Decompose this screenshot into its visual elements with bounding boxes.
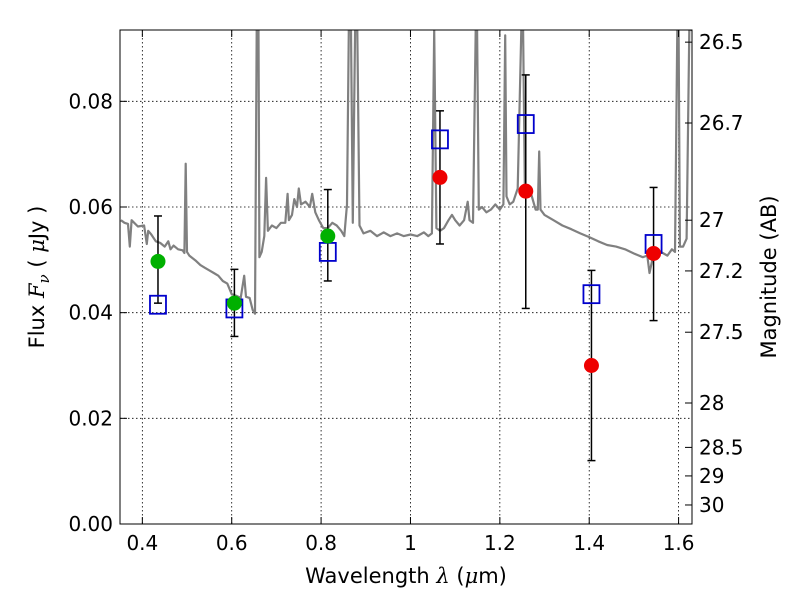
y-tick-label: 0.02 xyxy=(68,406,113,430)
y-tick-label: 0.08 xyxy=(68,89,113,113)
red-data-point xyxy=(646,245,662,261)
green-data-point xyxy=(150,253,166,269)
mag-tick-label: 26.7 xyxy=(699,111,744,135)
mag-tick-label: 26.5 xyxy=(699,30,744,54)
sed-curve-layer xyxy=(120,30,692,315)
mag-tick-label: 30 xyxy=(699,493,724,517)
model-square-marker xyxy=(431,129,449,150)
x-axis-label-symbol: λ xyxy=(435,564,449,588)
y-axis-label-symbol: F xyxy=(25,282,49,299)
x-axis-label-prefix: Wavelength xyxy=(305,564,436,588)
y-tick-label: 0.00 xyxy=(68,512,113,536)
axis-ticks: 0.4 0.6 0.8 1 1.2 1.4 1.6 0.00 0.02 0.04 0.06 0.08 2… xyxy=(68,30,744,555)
green-data-point xyxy=(226,295,242,311)
plot-frame xyxy=(119,29,693,525)
mag-tick-label: 28 xyxy=(699,391,724,415)
x-axis-label: Wavelength λ (μm) xyxy=(305,564,507,588)
y-axis-label-unit-mu: μ xyxy=(25,239,49,253)
x-axis-label-unit-open: ( xyxy=(450,564,465,588)
markers-layer xyxy=(149,114,663,373)
model-square-marker xyxy=(516,114,535,134)
x-tick-label: 0.4 xyxy=(126,531,158,555)
mag-tick-label: 28.5 xyxy=(699,435,744,459)
red-data-point xyxy=(583,357,599,373)
sed-model-curve xyxy=(120,30,692,315)
x-tick-label: 1 xyxy=(404,531,417,555)
x-axis-label-unit-mu: μ xyxy=(465,564,479,588)
mag-tick-label: 27.2 xyxy=(699,259,744,283)
y-axis-label-unit-close: Jy ) xyxy=(25,206,49,242)
mag-tick-label: 29 xyxy=(699,464,724,488)
y-axis-label-prefix: Flux xyxy=(25,298,49,348)
x-tick-label: 0.6 xyxy=(216,531,248,555)
y2-axis-label: Magnitude (AB) xyxy=(757,195,781,358)
x-tick-label: 1.4 xyxy=(573,531,605,555)
x-tick-label: 1.6 xyxy=(663,531,695,555)
y-axis-label-unit-open: ( xyxy=(25,253,49,275)
green-data-point xyxy=(320,228,336,244)
model-square-marker xyxy=(582,284,601,305)
mag-tick-label: 27 xyxy=(699,208,724,232)
red-data-point xyxy=(432,169,448,185)
y-tick-label: 0.06 xyxy=(68,195,113,219)
model-square-marker xyxy=(149,294,167,315)
y-tick-label: 0.04 xyxy=(68,301,113,325)
x-axis-label-unit-close: m) xyxy=(478,564,507,588)
mag-tick-label: 27.5 xyxy=(699,320,744,344)
y-axis-label-subscript: ν xyxy=(35,274,53,283)
y-axis-label: Flux Fν ( μJy ) xyxy=(25,206,53,349)
x-tick-label: 1.2 xyxy=(484,531,516,555)
x-tick-label: 0.8 xyxy=(305,531,337,555)
grid-lines xyxy=(120,30,692,524)
red-data-point xyxy=(518,183,534,199)
